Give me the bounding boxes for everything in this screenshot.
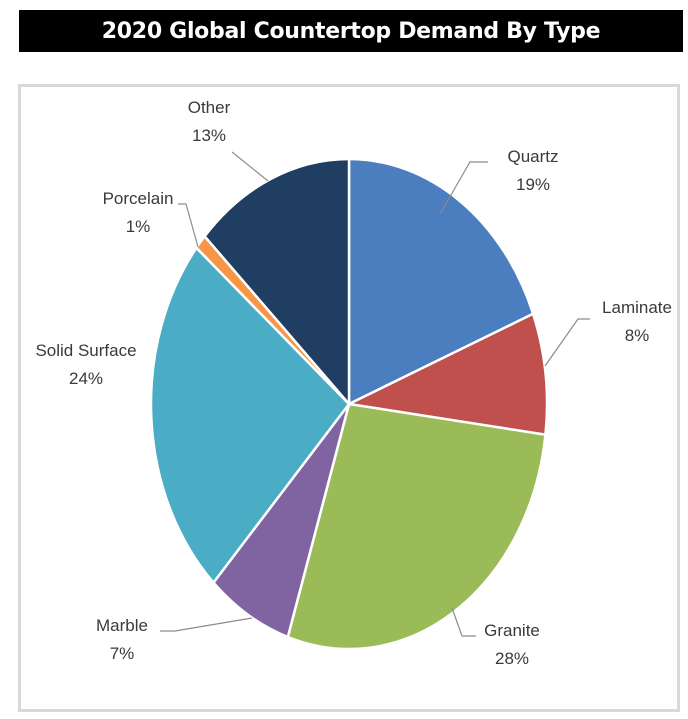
leader-line-marble [160,617,253,632]
chart-title: 2020 Global Countertop Demand By Type [19,10,683,52]
slice-label-quartz: Quartz [507,147,558,166]
slice-label-granite: Granite [484,621,540,640]
slice-label-marble: Marble [96,616,148,635]
slice-value-marble: 7% [110,644,135,663]
slice-value-other: 13% [192,126,226,145]
pie-slice-marble [211,403,351,639]
leader-line-quartz [439,161,488,215]
leader-line-other [231,151,269,182]
slice-value-solid-surface: 24% [69,369,103,388]
pie-slice-quartz [347,157,535,407]
leader-line-porcelain [178,203,199,248]
slice-label-porcelain: Porcelain [103,189,174,208]
pie-slice-other [203,157,351,408]
slice-label-laminate: Laminate [602,298,672,317]
pie-slice-solid-surface [149,245,351,585]
slice-value-granite: 28% [495,649,529,668]
leader-line-granite [451,607,476,637]
slice-labels: Quartz 19% Laminate 8% Granite 28% Marble 7% Sol… [35,98,672,668]
slice-label-other: Other [188,98,231,117]
slice-value-quartz: 19% [516,175,550,194]
leader-line-laminate [544,318,590,367]
pie-slices [149,157,549,651]
slice-value-laminate: 8% [625,326,650,345]
pie-slice-granite [286,402,547,651]
pie-slice-laminate [344,312,549,437]
slice-label-solid-surface: Solid Surface [35,341,136,360]
slice-value-porcelain: 1% [126,217,151,236]
leader-lines [160,151,590,637]
